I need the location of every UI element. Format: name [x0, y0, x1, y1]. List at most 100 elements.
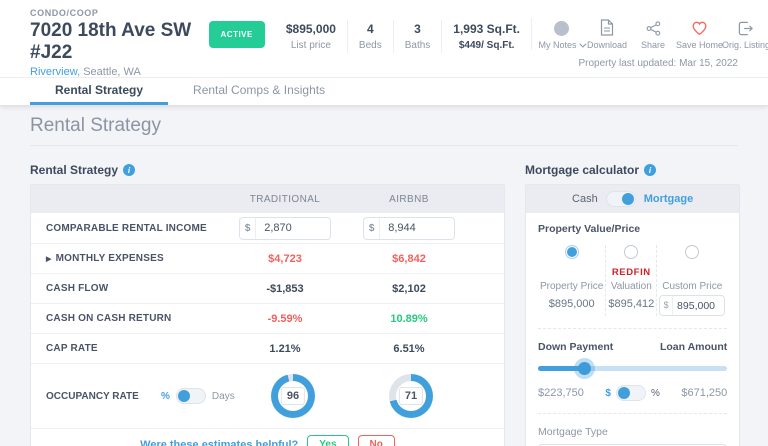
- cap-rate-traditional: 1.21%: [269, 342, 301, 355]
- dollar-option[interactable]: $: [605, 387, 611, 399]
- price-options: Property Price $895,000 REDFIN Valuation…: [538, 245, 727, 316]
- property-address-title: 7020 18th Ave SW #J22: [30, 20, 192, 63]
- down-payment-value: $223,750: [538, 387, 584, 399]
- table-header: TRADITIONAL AIRBNB: [31, 185, 504, 213]
- airbnb-rent-input-group: $: [363, 216, 455, 240]
- loan-amount-label: Loan Amount: [659, 341, 728, 353]
- property-identity: CONDO/COOP 7020 18th Ave SW #J22 Rivervi…: [30, 0, 209, 93]
- table-row-cash-on-cash-return: CASH ON CASH RETURN -9.59% 10.89%: [31, 304, 504, 334]
- mortgage-type-label: Mortgage Type: [538, 426, 608, 438]
- coc-return-traditional: -9.59%: [267, 312, 303, 325]
- my-notes-button[interactable]: My Notes: [538, 18, 586, 50]
- property-price-value: $895,000: [548, 298, 595, 310]
- dollar-percent-toggle[interactable]: [615, 385, 646, 401]
- table-row-monthly-expenses: ▶ MONTHLY EXPENSES $4,723 $6,842: [31, 244, 504, 274]
- custom-price-input[interactable]: [673, 299, 725, 312]
- rental-strategy-card: TRADITIONAL AIRBNB COMPARABLE RENTAL INC…: [30, 184, 505, 446]
- slider-knob[interactable]: [578, 362, 592, 375]
- external-link-icon: [738, 21, 753, 36]
- days-option[interactable]: Days: [211, 390, 235, 402]
- custom-price-input-group: $: [659, 295, 726, 316]
- tab-rental-comps-insights[interactable]: Rental Comps & Insights: [193, 83, 326, 97]
- occupancy-value-airbnb: 71: [398, 387, 424, 405]
- row-label: OCCUPANCY RATE: [46, 390, 139, 402]
- pdf-download-icon: [600, 19, 614, 36]
- cash-flow-airbnb: $2,102: [392, 282, 426, 295]
- airbnb-rent-input[interactable]: [380, 222, 454, 234]
- column-traditional: TRADITIONAL: [249, 193, 321, 205]
- cash-flow-traditional: -$1,853: [266, 282, 304, 295]
- mortgage-calculator-label: Mortgage calculator i: [525, 163, 740, 177]
- row-label: CAP RATE: [46, 343, 98, 354]
- percent-option[interactable]: %: [650, 387, 660, 399]
- status-badge: ACTIVE: [208, 21, 265, 48]
- cash-option[interactable]: Cash: [572, 193, 598, 205]
- occupancy-value-traditional: 96: [280, 387, 306, 405]
- row-label: CASH ON CASH RETURN: [46, 313, 172, 324]
- table-row-comparable-rental-income: COMPARABLE RENTAL INCOME $ $: [31, 213, 504, 244]
- redfin-logo: REDFIN: [611, 267, 651, 278]
- stat-baths: 3 Baths: [392, 20, 442, 53]
- info-icon[interactable]: i: [644, 164, 657, 176]
- feedback-no-button[interactable]: No: [357, 435, 395, 446]
- monthly-expenses-airbnb: $6,842: [392, 252, 426, 265]
- tab-rental-strategy[interactable]: Rental Strategy: [30, 78, 169, 105]
- down-payment-slider[interactable]: [538, 361, 728, 375]
- page-title: Rental Strategy: [30, 115, 161, 136]
- option-property-price: Property Price $895,000: [538, 245, 605, 316]
- mortgage-calculator-section: Mortgage calculator i Cash Mortgage Prop…: [525, 163, 741, 446]
- header-actions: My Notes Download Share Save Home: [531, 18, 768, 50]
- neighborhood-link[interactable]: Riverview: [30, 66, 78, 78]
- table-row-cap-rate: CAP RATE 1.21% 6.51%: [31, 334, 504, 364]
- traditional-rent-input-group: $: [239, 216, 331, 240]
- feedback-question: Were these estimates helpful?: [140, 438, 299, 446]
- info-icon[interactable]: i: [123, 164, 136, 176]
- custom-price-radio[interactable]: [685, 245, 700, 259]
- property-price-radio[interactable]: [564, 245, 579, 259]
- rental-strategy-section: Rental Strategy i TRADITIONAL AIRBNB COM…: [30, 163, 505, 446]
- notes-circle-icon: [553, 21, 569, 36]
- share-button[interactable]: Share: [630, 18, 676, 50]
- property-type-label: CONDO/COOP: [30, 8, 99, 18]
- currency-prefix: $: [240, 217, 257, 239]
- property-location: Riverview, Seattle, WA: [30, 66, 209, 78]
- share-icon: [646, 21, 660, 36]
- loan-amount-value: $671,250: [681, 387, 728, 399]
- save-home-button[interactable]: Save Home: [676, 18, 723, 50]
- orig-listing-button[interactable]: Orig. Listing: [722, 18, 768, 50]
- occupancy-unit-toggle-group: % Days: [161, 388, 271, 404]
- feedback-yes-button[interactable]: Yes: [307, 435, 349, 446]
- dollar-percent-toggle-group: $ %: [605, 385, 660, 401]
- row-label: COMPARABLE RENTAL INCOME: [46, 222, 207, 234]
- monthly-expenses-traditional: $4,723: [268, 252, 302, 265]
- option-redfin-valuation: REDFIN Valuation $895,412: [605, 245, 656, 316]
- currency-prefix: $: [364, 217, 381, 239]
- cash-mortgage-toggle[interactable]: [605, 191, 636, 207]
- currency-prefix: $: [660, 296, 674, 315]
- percent-days-toggle[interactable]: [175, 388, 206, 404]
- redfin-valuation-radio[interactable]: [624, 245, 639, 259]
- row-label: CASH FLOW: [46, 283, 109, 294]
- property-header: CONDO/COOP 7020 18th Ave SW #J22 Rivervi…: [0, 0, 768, 93]
- slider-track[interactable]: [538, 366, 728, 371]
- percent-option[interactable]: %: [161, 390, 170, 402]
- down-payment-label: Down Payment: [538, 341, 614, 353]
- coc-return-airbnb: 10.89%: [390, 312, 428, 325]
- mortgage-option[interactable]: Mortgage: [643, 193, 694, 205]
- occupancy-gauge-airbnb: 71: [389, 374, 433, 418]
- traditional-rent-input[interactable]: [256, 222, 330, 234]
- cash-mortgage-toggle-group: Cash Mortgage: [526, 185, 740, 213]
- column-airbnb: AIRBNB: [389, 193, 429, 205]
- monthly-expenses-expander[interactable]: ▶ MONTHLY EXPENSES: [46, 253, 164, 264]
- rental-strategy-label: Rental Strategy i: [30, 163, 505, 177]
- last-updated-text: Property last updated: Mar 15, 2022: [578, 58, 738, 69]
- divider: [538, 328, 728, 329]
- property-value-label: Property Value/Price: [538, 223, 641, 235]
- cap-rate-airbnb: 6.51%: [393, 342, 425, 355]
- stat-sqft: 1,993 Sq.Ft. $449/ Sq.Ft.: [441, 20, 531, 53]
- expand-triangle-icon: ▶: [46, 256, 52, 263]
- download-button[interactable]: Download: [584, 18, 630, 50]
- redfin-valuation-value: $895,412: [608, 298, 655, 310]
- option-custom-price: Custom Price $: [656, 245, 727, 316]
